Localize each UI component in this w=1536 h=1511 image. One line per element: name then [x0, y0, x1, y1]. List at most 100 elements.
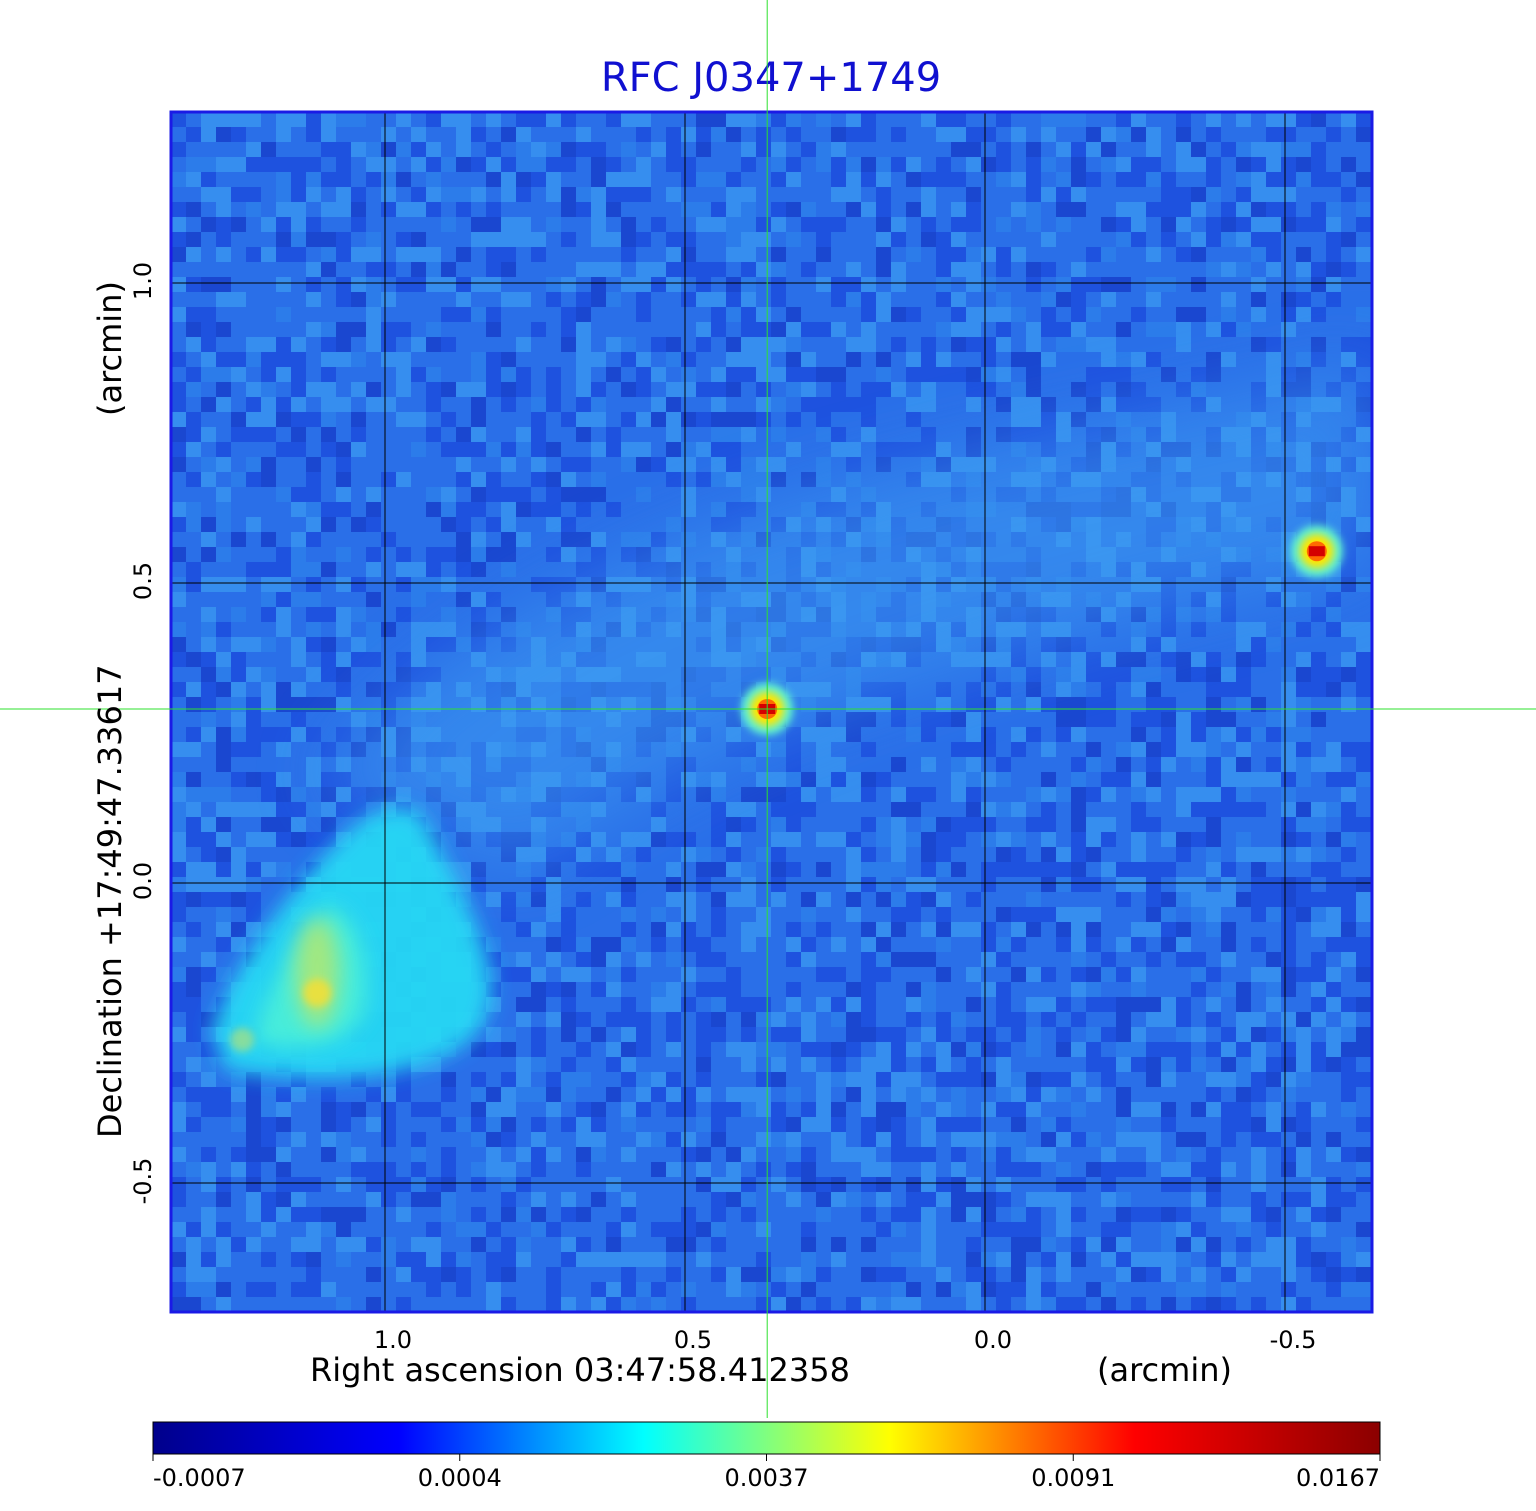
- noise-pixel: [411, 1102, 426, 1117]
- noise-pixel: [756, 367, 771, 382]
- noise-pixel: [1041, 817, 1056, 832]
- noise-pixel: [1221, 862, 1236, 877]
- noise-pixel: [1296, 592, 1311, 607]
- noise-pixel: [1236, 1087, 1251, 1102]
- noise-pixel: [276, 682, 291, 697]
- noise-pixel: [1116, 1237, 1131, 1252]
- noise-pixel: [186, 1012, 201, 1027]
- noise-pixel: [591, 412, 606, 427]
- noise-pixel: [1326, 1207, 1341, 1222]
- noise-pixel: [171, 652, 186, 667]
- noise-pixel: [861, 382, 876, 397]
- noise-pixel: [921, 727, 936, 742]
- noise-pixel: [546, 172, 561, 187]
- noise-pixel: [891, 712, 906, 727]
- noise-pixel: [1281, 787, 1296, 802]
- noise-pixel: [831, 142, 846, 157]
- noise-pixel: [876, 1192, 891, 1207]
- noise-pixel: [396, 1072, 411, 1087]
- noise-pixel: [1011, 1132, 1026, 1147]
- noise-pixel: [951, 172, 966, 187]
- colorbar-tick-label: 0.0167: [1296, 1464, 1380, 1492]
- noise-pixel: [621, 1117, 636, 1132]
- noise-pixel: [1086, 382, 1101, 397]
- noise-pixel: [1266, 1102, 1281, 1117]
- noise-pixel: [711, 172, 726, 187]
- noise-pixel: [861, 427, 876, 442]
- noise-pixel: [1191, 907, 1206, 922]
- noise-pixel: [1266, 127, 1281, 142]
- noise-pixel: [816, 1102, 831, 1117]
- noise-pixel: [306, 1252, 321, 1267]
- noise-pixel: [396, 607, 411, 622]
- noise-pixel: [861, 202, 876, 217]
- noise-pixel: [666, 892, 681, 907]
- noise-pixel: [1146, 397, 1161, 412]
- noise-pixel: [876, 922, 891, 937]
- noise-pixel: [696, 862, 711, 877]
- noise-pixel: [216, 907, 231, 922]
- noise-pixel: [1236, 1207, 1251, 1222]
- noise-pixel: [696, 1087, 711, 1102]
- noise-pixel: [186, 322, 201, 337]
- noise-pixel: [1341, 832, 1356, 847]
- noise-pixel: [276, 172, 291, 187]
- noise-pixel: [501, 382, 516, 397]
- noise-pixel: [1206, 682, 1221, 697]
- noise-pixel: [336, 1237, 351, 1252]
- noise-pixel: [1131, 622, 1146, 637]
- noise-pixel: [336, 457, 351, 472]
- noise-pixel: [516, 487, 531, 502]
- noise-pixel: [171, 982, 186, 997]
- noise-pixel: [516, 427, 531, 442]
- noise-pixel: [651, 937, 666, 952]
- noise-pixel: [1356, 1267, 1371, 1282]
- noise-pixel: [846, 1027, 861, 1042]
- noise-pixel: [936, 1267, 951, 1282]
- noise-pixel: [456, 637, 471, 652]
- noise-pixel: [1176, 157, 1191, 172]
- noise-pixel: [501, 397, 516, 412]
- noise-pixel: [681, 1132, 696, 1147]
- noise-pixel: [1251, 217, 1266, 232]
- noise-pixel: [1296, 652, 1311, 667]
- noise-pixel: [1056, 937, 1071, 952]
- noise-pixel: [276, 1102, 291, 1117]
- noise-pixel: [711, 1117, 726, 1132]
- noise-pixel: [321, 787, 336, 802]
- noise-pixel: [231, 1147, 246, 1162]
- noise-pixel: [801, 367, 816, 382]
- noise-pixel: [501, 352, 516, 367]
- noise-pixel: [966, 1117, 981, 1132]
- noise-pixel: [1056, 997, 1071, 1012]
- noise-pixel: [636, 352, 651, 367]
- noise-pixel: [621, 877, 636, 892]
- noise-pixel: [606, 1042, 621, 1057]
- noise-pixel: [1206, 832, 1221, 847]
- noise-pixel: [936, 1027, 951, 1042]
- noise-pixel: [216, 502, 231, 517]
- noise-pixel: [456, 187, 471, 202]
- noise-pixel: [771, 1012, 786, 1027]
- noise-pixel: [291, 817, 306, 832]
- noise-pixel: [651, 922, 666, 937]
- noise-pixel: [591, 1297, 606, 1312]
- noise-pixel: [891, 277, 906, 292]
- noise-pixel: [396, 1252, 411, 1267]
- noise-pixel: [291, 1192, 306, 1207]
- noise-pixel: [1356, 1252, 1371, 1267]
- noise-pixel: [591, 562, 606, 577]
- noise-pixel: [1341, 772, 1356, 787]
- noise-pixel: [381, 532, 396, 547]
- noise-pixel: [561, 187, 576, 202]
- noise-pixel: [1041, 802, 1056, 817]
- noise-pixel: [1206, 322, 1221, 337]
- noise-pixel: [936, 127, 951, 142]
- noise-pixel: [216, 1282, 231, 1297]
- noise-pixel: [186, 472, 201, 487]
- noise-pixel: [621, 922, 636, 937]
- noise-pixel: [1326, 907, 1341, 922]
- noise-pixel: [186, 577, 201, 592]
- noise-pixel: [216, 112, 231, 127]
- noise-pixel: [1296, 697, 1311, 712]
